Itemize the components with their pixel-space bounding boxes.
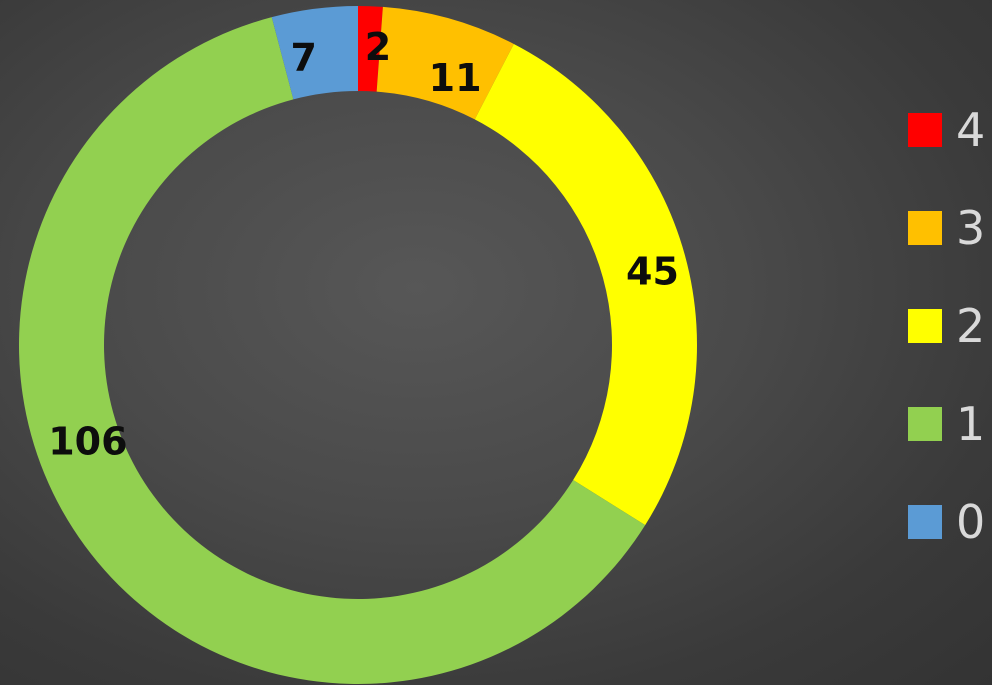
slice-4[interactable] — [358, 6, 383, 92]
legend-item-4: 4 — [908, 103, 985, 157]
legend-swatch-4 — [908, 113, 942, 147]
legend-label-4: 4 — [956, 103, 985, 157]
legend: 4 3 2 1 0 — [908, 103, 985, 549]
slice-2[interactable] — [474, 43, 697, 526]
legend-label-0: 0 — [956, 495, 985, 549]
slice-0[interactable] — [271, 6, 358, 100]
data-label-3: 11 — [429, 56, 482, 100]
data-label-4: 2 — [365, 25, 391, 69]
legend-label-2: 2 — [956, 299, 985, 353]
data-label-2: 45 — [626, 250, 679, 294]
legend-swatch-2 — [908, 309, 942, 343]
slice-3[interactable] — [376, 6, 514, 120]
legend-item-3: 3 — [908, 201, 985, 255]
legend-label-1: 1 — [956, 397, 985, 451]
legend-item-0: 0 — [908, 495, 985, 549]
data-labels-layer: 2 11 45 106 7 — [48, 25, 679, 463]
legend-swatch-1 — [908, 407, 942, 441]
legend-swatch-3 — [908, 211, 942, 245]
legend-item-2: 2 — [908, 299, 985, 353]
data-label-0: 7 — [291, 35, 317, 79]
slices-layer — [18, 6, 697, 685]
legend-swatch-0 — [908, 505, 942, 539]
legend-item-1: 1 — [908, 397, 985, 451]
legend-label-3: 3 — [956, 201, 985, 255]
data-label-1: 106 — [48, 419, 127, 463]
